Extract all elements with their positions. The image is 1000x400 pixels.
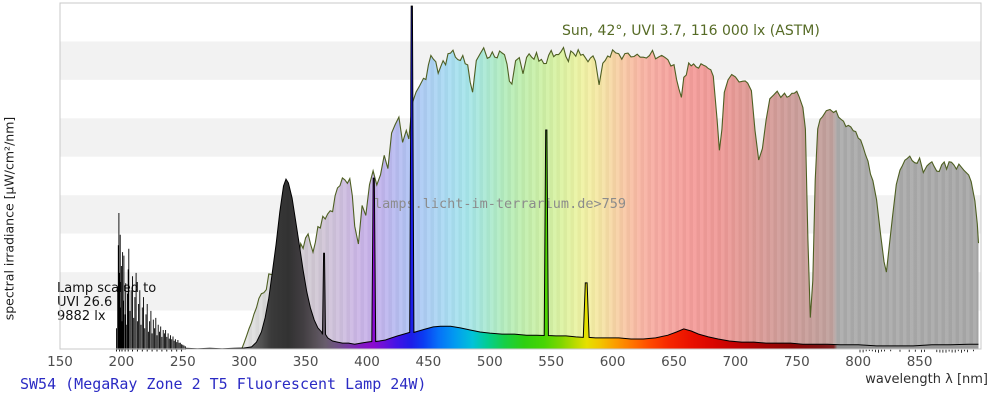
x-axis-title: wavelength λ [nm] bbox=[865, 372, 988, 387]
lamp-scaling-line1: Lamp scaled to bbox=[57, 281, 156, 296]
x-tick-label: 350 bbox=[293, 354, 319, 370]
sun-reference-annotation: Sun, 42°, UVI 3.7, 116 000 lx (ASTM) bbox=[562, 23, 820, 39]
lamp-spectrum-line bbox=[185, 5, 979, 350]
uv-noise-spikes bbox=[116, 213, 186, 352]
lamp-scaling-line2: UVI 26.6 bbox=[57, 295, 112, 310]
x-tick-label: 700 bbox=[723, 354, 749, 370]
ir-noise-ticks bbox=[859, 349, 974, 353]
x-tick-label: 800 bbox=[845, 354, 871, 370]
y-axis-title: spectral irradiance [µW/cm²/nm] bbox=[1, 116, 17, 321]
x-tick-label: 200 bbox=[109, 354, 135, 370]
x-tick-label: 250 bbox=[170, 354, 196, 370]
x-tick-label: 650 bbox=[661, 354, 687, 370]
x-tick-label: 500 bbox=[477, 354, 503, 370]
x-tick-label: 450 bbox=[416, 354, 442, 370]
watermark: lamps.licht-im-terrarium.de>759 bbox=[374, 196, 626, 212]
x-tick-label: 750 bbox=[784, 354, 810, 370]
sun-spectrum-line bbox=[241, 46, 980, 350]
lamp-title: SW54 (MegaRay Zone 2 T5 Fluorescent Lamp… bbox=[20, 375, 427, 393]
lamp-scaling-line3: 9882 lx bbox=[57, 309, 106, 324]
x-tick-label: 600 bbox=[600, 354, 626, 370]
x-tick-label: 150 bbox=[47, 354, 73, 370]
x-tick-label: 400 bbox=[354, 354, 380, 370]
x-tick-label: 850 bbox=[907, 354, 933, 370]
x-tick-label: 550 bbox=[538, 354, 564, 370]
x-tick-label: 300 bbox=[231, 354, 257, 370]
plot-border bbox=[59, 2, 982, 350]
x-tick-labels: 150 200 250 300 350 400 450 500 550 600 650 700 750 8… bbox=[47, 354, 932, 370]
